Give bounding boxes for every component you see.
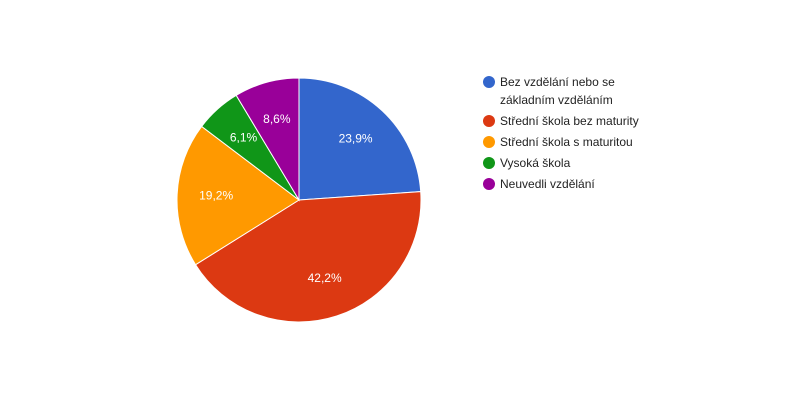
pie-slice <box>235 77 300 202</box>
legend-label: Střední škola bez maturity <box>500 114 639 128</box>
legend-item: Bez vzdělání nebo se základním vzděláním <box>483 73 653 109</box>
legend-label: Střední škola s maturitou <box>500 135 633 149</box>
legend-swatch <box>483 178 495 190</box>
pie-slice <box>176 125 300 266</box>
slice-label: 6,1% <box>230 130 258 144</box>
legend-item: Střední škola s maturitou <box>483 133 653 151</box>
legend-label: Neuvedli vzdělání <box>500 177 595 191</box>
legend-swatch <box>483 76 495 88</box>
legend-swatch <box>483 136 495 148</box>
legend: Bez vzdělání nebo se základním vzděláním… <box>483 73 653 196</box>
slice-label: 23,9% <box>339 132 373 146</box>
legend-item: Vysoká škola <box>483 154 653 172</box>
slice-label: 8,6% <box>263 112 291 126</box>
legend-item: Střední škola bez maturity <box>483 112 653 130</box>
slice-label: 19,2% <box>199 189 233 203</box>
pie-slice <box>194 191 422 323</box>
legend-swatch <box>483 115 495 127</box>
legend-swatch <box>483 157 495 169</box>
legend-item: Neuvedli vzdělání <box>483 175 653 193</box>
legend-label: Vysoká škola <box>500 156 571 170</box>
legend-label: Bez vzdělání nebo se základním vzděláním <box>500 75 615 107</box>
slice-label: 42,2% <box>308 271 342 285</box>
pie-slice <box>298 77 422 201</box>
